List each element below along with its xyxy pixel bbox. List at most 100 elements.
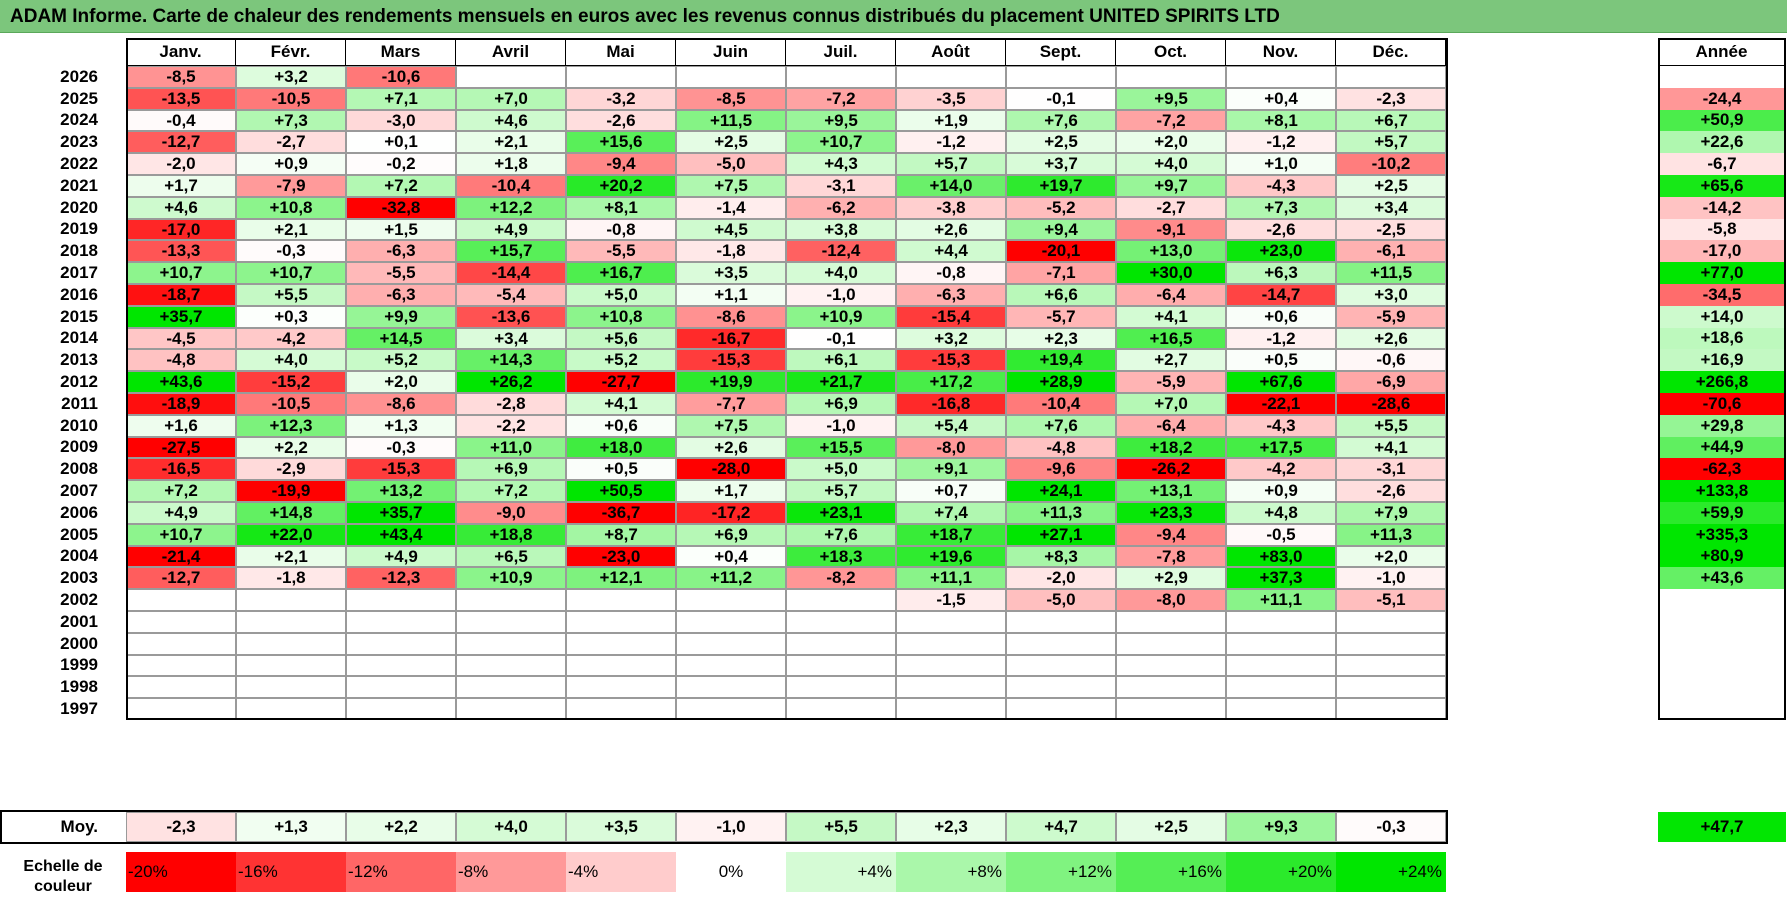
heatmap-cell xyxy=(126,589,236,611)
heatmap-cell: +3,4 xyxy=(1336,196,1446,219)
heatmap-cell: +7,3 xyxy=(1226,196,1336,219)
heatmap-cell: -36,7 xyxy=(566,502,676,524)
average-cell: +2,5 xyxy=(1116,812,1226,842)
heatmap-cell xyxy=(346,654,456,677)
heatmap-cell xyxy=(456,589,566,611)
heatmap-cell: +4,0 xyxy=(1116,153,1226,175)
heatmap-cell: +2,0 xyxy=(1116,131,1226,154)
heatmap-cell: +5,4 xyxy=(896,414,1006,437)
heatmap-cell: -23,0 xyxy=(566,545,676,568)
annual-cell xyxy=(1658,632,1786,655)
heatmap-cell: +2,3 xyxy=(1006,327,1116,350)
heatmap-cell: +6,9 xyxy=(456,458,566,481)
heatmap-cell: -21,4 xyxy=(126,545,236,568)
color-scale-cell: -12% xyxy=(346,852,456,892)
row-year-label: 1999 xyxy=(60,655,98,675)
column-header: Avril xyxy=(456,38,566,66)
average-cell: +5,5 xyxy=(786,812,896,842)
heatmap-cell: -0,3 xyxy=(346,436,456,459)
heatmap-cell xyxy=(456,611,566,633)
row-year-label: 2019 xyxy=(60,219,98,239)
heatmap-cell: +3,0 xyxy=(1336,284,1446,306)
heatmap-cell: +0,1 xyxy=(346,131,456,154)
heatmap-cell: +2,6 xyxy=(1336,327,1446,350)
heatmap-cell xyxy=(786,66,896,88)
column-header: Juin xyxy=(676,38,786,66)
row-year-label: 2021 xyxy=(60,175,98,195)
heatmap-cell: +13,0 xyxy=(1116,240,1226,263)
annual-cell: -34,5 xyxy=(1658,284,1786,306)
heatmap-cell: +0,6 xyxy=(1226,305,1336,328)
color-scale-cell: +16% xyxy=(1116,852,1226,892)
heatmap-cell: +35,7 xyxy=(126,305,236,328)
annual-cell: -24,4 xyxy=(1658,87,1786,110)
heatmap-cell: -8,0 xyxy=(896,436,1006,459)
heatmap-cell: +0,5 xyxy=(1226,349,1336,372)
heatmap-cell: +10,7 xyxy=(126,523,236,546)
heatmap-cell xyxy=(1006,611,1116,633)
heatmap-cell: +17,2 xyxy=(896,371,1006,393)
heatmap-cell xyxy=(1116,66,1226,88)
heatmap-cell: +11,0 xyxy=(456,436,566,459)
heatmap-cell: -19,9 xyxy=(236,480,346,502)
heatmap-cell: +15,6 xyxy=(566,131,676,154)
heatmap-cell: +9,5 xyxy=(786,109,896,132)
heatmap-cell: +27,1 xyxy=(1006,523,1116,546)
row-year-label: 2002 xyxy=(60,590,98,610)
heatmap-cell: +14,8 xyxy=(236,502,346,524)
heatmap-cell: -15,2 xyxy=(236,371,346,393)
heatmap-cell xyxy=(1336,676,1446,699)
row-year-label: 2026 xyxy=(60,66,98,86)
heatmap-cell: -18,9 xyxy=(126,393,236,415)
heatmap-cell: +6,7 xyxy=(1336,109,1446,132)
row-year-label: 2023 xyxy=(60,132,98,152)
heatmap-cell: +10,9 xyxy=(786,305,896,328)
heatmap-cell: -3,1 xyxy=(1336,458,1446,481)
heatmap-cell: +3,5 xyxy=(676,262,786,284)
heatmap-cell: -2,2 xyxy=(456,414,566,437)
heatmap-cell: -12,7 xyxy=(126,131,236,154)
heatmap-cell: +18,2 xyxy=(1116,436,1226,459)
annual-cell xyxy=(1658,654,1786,677)
heatmap-cell: +5,0 xyxy=(566,284,676,306)
heatmap-cell: -2,5 xyxy=(1336,218,1446,241)
heatmap-cell xyxy=(126,611,236,633)
heatmap-cell: -1,0 xyxy=(1336,567,1446,590)
average-cell: -2,3 xyxy=(126,812,236,842)
color-scale-cell: +12% xyxy=(1006,852,1116,892)
heatmap-cell: +14,3 xyxy=(456,349,566,372)
heatmap-cell: -10,4 xyxy=(456,175,566,197)
heatmap-cell: -10,6 xyxy=(346,66,456,88)
heatmap-cell xyxy=(126,654,236,677)
annual-cell: +50,9 xyxy=(1658,109,1786,132)
heatmap-cell xyxy=(456,632,566,655)
heatmap-cell: -0,8 xyxy=(566,218,676,241)
heatmap-cell xyxy=(566,698,676,720)
heatmap-cell xyxy=(1336,632,1446,655)
heatmap-cell: -2,7 xyxy=(1116,196,1226,219)
heatmap-cell: +16,7 xyxy=(566,262,676,284)
heatmap-cell: +23,0 xyxy=(1226,240,1336,263)
heatmap-cell xyxy=(896,698,1006,720)
heatmap-cell xyxy=(896,676,1006,699)
color-scale-cell: -8% xyxy=(456,852,566,892)
heatmap-cell: -13,6 xyxy=(456,305,566,328)
heatmap-cell: +50,5 xyxy=(566,480,676,502)
heatmap-cell: -1,2 xyxy=(896,131,1006,154)
heatmap-cell: -18,7 xyxy=(126,284,236,306)
heatmap-cell: -27,5 xyxy=(126,436,236,459)
row-year-label: 2008 xyxy=(60,459,98,479)
annual-cell: +18,6 xyxy=(1658,327,1786,350)
column-header: Mai xyxy=(566,38,676,66)
row-year-label: 2000 xyxy=(60,633,98,653)
row-year-label: 2006 xyxy=(60,502,98,522)
annual-cell xyxy=(1658,676,1786,699)
heatmap-cell: +0,4 xyxy=(1226,87,1336,110)
heatmap-cell: +2,6 xyxy=(676,436,786,459)
annual-cell: +65,6 xyxy=(1658,175,1786,197)
heatmap-cell: +12,3 xyxy=(236,414,346,437)
heatmap-cell xyxy=(786,698,896,720)
heatmap-cell: +4,9 xyxy=(456,218,566,241)
heatmap-cell: -4,3 xyxy=(1226,175,1336,197)
heatmap-cell xyxy=(786,611,896,633)
